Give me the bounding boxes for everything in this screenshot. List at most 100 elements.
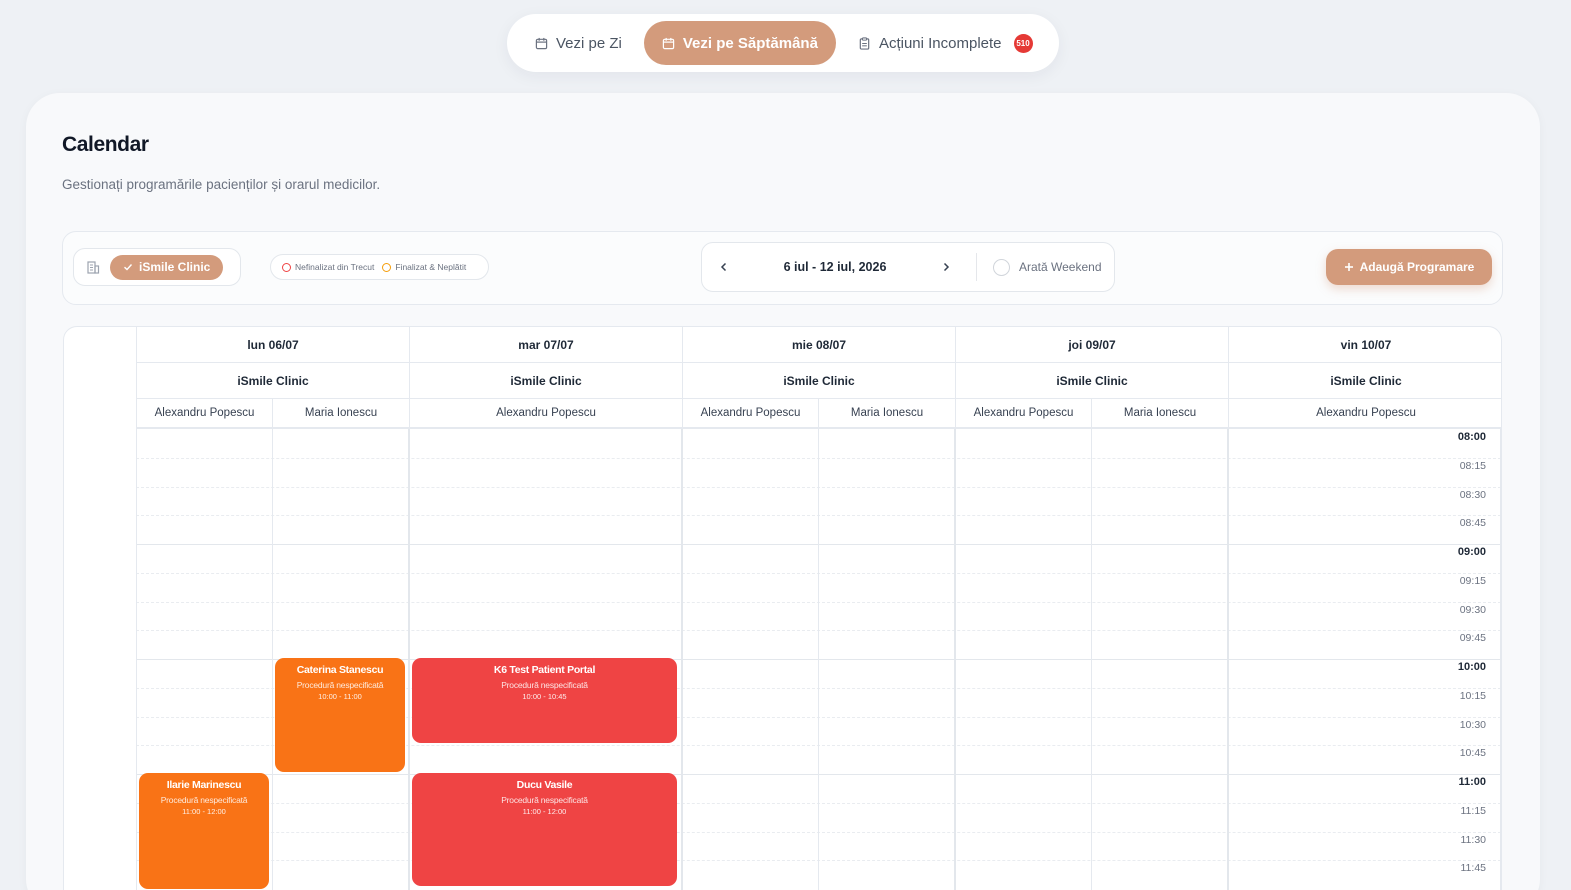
time-label: 11:30 bbox=[1460, 833, 1487, 846]
time-label: 08:45 bbox=[1459, 517, 1486, 530]
time-label: 10:00 bbox=[1457, 661, 1486, 673]
check-icon bbox=[124, 264, 133, 271]
time-label: 10:15 bbox=[1459, 689, 1486, 702]
appointment-time: 11:00 - 12:00 bbox=[182, 807, 226, 816]
legend-finished-unpaid-label: Finalizat & Neplătit bbox=[395, 262, 467, 272]
grid-column-line bbox=[1500, 429, 1501, 890]
time-label: 09:15 bbox=[1459, 574, 1486, 587]
time-label: 09:45 bbox=[1459, 632, 1486, 645]
grid-column-line bbox=[272, 429, 273, 890]
doctor-header: Alexandru Popescu bbox=[136, 399, 272, 429]
appointment-time: 10:00 - 11:00 bbox=[318, 692, 362, 701]
grid-day-line bbox=[1227, 429, 1229, 890]
clinic-header-tue: iSmile Clinic bbox=[409, 363, 682, 399]
tab-day-view-label: Vezi pe Zi bbox=[556, 34, 622, 52]
tab-week-view[interactable]: Vezi pe Săptămână bbox=[643, 21, 836, 65]
grid-column-line bbox=[818, 429, 819, 890]
calendar-card: Calendar Gestionați programările pacienț… bbox=[26, 93, 1540, 890]
week-calendar-grid: lun 06/07 mar 07/07 mie 08/07 joi 09/07 … bbox=[63, 326, 1502, 890]
time-label: 11:00 bbox=[1458, 776, 1486, 788]
date-navigator: 6 iul - 12 iul, 2026 Arată Weekend bbox=[701, 242, 1115, 292]
date-range-label: 6 iul - 12 iul, 2026 bbox=[783, 260, 887, 274]
clinic-chip-label: iSmile Clinic bbox=[139, 260, 211, 274]
clinic-header-fri: iSmile Clinic bbox=[1228, 363, 1501, 399]
date-nav-divider bbox=[976, 253, 977, 281]
appointment-patient: Ducu Vasile bbox=[516, 779, 573, 791]
day-header-wed: mie 08/07 bbox=[682, 327, 955, 363]
appointment-card[interactable]: Caterina Stanescu Procedură nespecificat… bbox=[275, 658, 405, 772]
time-grid: 08:00 08:15 08:30 08:45 09:00 09:15 09:30 09:45… bbox=[64, 429, 1501, 890]
tab-incomplete-actions-label: Acțiuni Incomplete bbox=[878, 34, 1002, 52]
show-weekend-toggle[interactable]: Arată Weekend bbox=[993, 258, 1102, 276]
time-label: 10:30 bbox=[1459, 718, 1486, 731]
doctor-header: Alexandru Popescu bbox=[409, 399, 682, 429]
clinic-header-mon: iSmile Clinic bbox=[136, 363, 409, 399]
time-label: 09:00 bbox=[1457, 546, 1486, 558]
tab-incomplete-actions[interactable]: Acțiuni Incomplete 510 bbox=[840, 21, 1051, 65]
time-label: 08:30 bbox=[1459, 488, 1486, 501]
legend-unfinished-past: Nefinalizat din Trecut bbox=[282, 262, 374, 272]
doctor-header: Maria Ionescu bbox=[1091, 399, 1228, 429]
legend-finished-unpaid: Finalizat & Neplătit bbox=[382, 262, 466, 272]
doctor-header: Alexandru Popescu bbox=[955, 399, 1091, 429]
legend-dot-orange bbox=[382, 262, 392, 272]
calendar-icon bbox=[662, 37, 675, 49]
day-header-fri: vin 10/07 bbox=[1228, 327, 1501, 363]
next-week-button[interactable] bbox=[924, 245, 968, 289]
doctor-header: Alexandru Popescu bbox=[1228, 399, 1501, 429]
chevron-left-icon bbox=[720, 262, 727, 272]
building-icon bbox=[87, 261, 100, 274]
plus-icon bbox=[1344, 263, 1353, 271]
clinic-filter: iSmile Clinic bbox=[73, 248, 241, 286]
appointment-patient: K6 Test Patient Portal bbox=[493, 664, 596, 676]
appointment-patient: Ilarie Marinescu bbox=[166, 779, 242, 791]
legend-dot-red bbox=[282, 262, 291, 272]
weekend-checkbox[interactable] bbox=[993, 258, 1010, 276]
legend-unfinished-past-label: Nefinalizat din Trecut bbox=[295, 262, 375, 272]
clinic-chip-ismile[interactable]: iSmile Clinic bbox=[110, 254, 224, 280]
prev-week-button[interactable] bbox=[702, 245, 746, 289]
add-appointment-button[interactable]: Adaugă Programare bbox=[1326, 249, 1492, 285]
appointment-procedure: Procedură nespecificată bbox=[296, 680, 384, 690]
time-label: 09:30 bbox=[1459, 603, 1486, 616]
time-label: 08:15 bbox=[1459, 459, 1486, 472]
show-weekend-label: Arată Weekend bbox=[1019, 260, 1102, 274]
page-title: Calendar bbox=[62, 133, 149, 156]
status-legend: Nefinalizat din Trecut Finalizat & Neplă… bbox=[270, 254, 489, 280]
doctor-header: Maria Ionescu bbox=[818, 399, 955, 429]
appointment-card[interactable]: Ilarie Marinescu Procedură nespecificată… bbox=[139, 773, 269, 889]
grid-column-line bbox=[1091, 429, 1092, 890]
appointment-procedure: Procedură nespecificată bbox=[160, 795, 248, 805]
appointment-card[interactable]: K6 Test Patient Portal Procedură nespeci… bbox=[412, 658, 677, 743]
appointment-time: 11:00 - 12:00 bbox=[522, 807, 567, 816]
time-label: 10:45 bbox=[1459, 747, 1486, 760]
clinic-header-thu: iSmile Clinic bbox=[955, 363, 1228, 399]
day-header-mon: lun 06/07 bbox=[136, 327, 409, 363]
calendar-toolbar: iSmile Clinic Nefinalizat din Trecut Fin… bbox=[62, 231, 1503, 305]
chevron-right-icon bbox=[943, 262, 950, 272]
time-label: 08:00 bbox=[1457, 431, 1486, 443]
appointment-card[interactable]: Ducu Vasile Procedură nespecificată 11:0… bbox=[412, 773, 677, 886]
grid-day-line bbox=[681, 429, 683, 890]
grid-day-line bbox=[954, 429, 956, 890]
clipboard-icon bbox=[859, 36, 870, 50]
incomplete-count-badge: 510 bbox=[1013, 33, 1033, 53]
time-label: 11:45 bbox=[1460, 862, 1487, 875]
appointment-patient: Caterina Stanescu bbox=[296, 664, 384, 676]
appointment-procedure: Procedură nespecificată bbox=[501, 680, 588, 690]
page-subtitle: Gestionați programările pacienților și o… bbox=[62, 177, 381, 192]
calendar-icon bbox=[535, 37, 548, 49]
doctor-header: Alexandru Popescu bbox=[682, 399, 818, 429]
time-label: 11:15 bbox=[1460, 804, 1487, 817]
day-header-thu: joi 09/07 bbox=[955, 327, 1228, 363]
appointment-procedure: Procedură nespecificată bbox=[501, 795, 588, 805]
tab-day-view[interactable]: Vezi pe Zi bbox=[517, 21, 640, 65]
clinic-header-wed: iSmile Clinic bbox=[682, 363, 955, 399]
view-switcher: Vezi pe Zi Vezi pe Săptămână Acțiuni Inc… bbox=[507, 14, 1059, 72]
grid-day-line bbox=[408, 429, 410, 890]
tab-week-view-label: Vezi pe Săptămână bbox=[682, 34, 818, 52]
appointment-time: 10:00 - 10:45 bbox=[522, 692, 567, 701]
grid-column-line bbox=[136, 429, 137, 890]
doctor-header: Maria Ionescu bbox=[272, 399, 409, 429]
day-header-tue: mar 07/07 bbox=[409, 327, 682, 363]
